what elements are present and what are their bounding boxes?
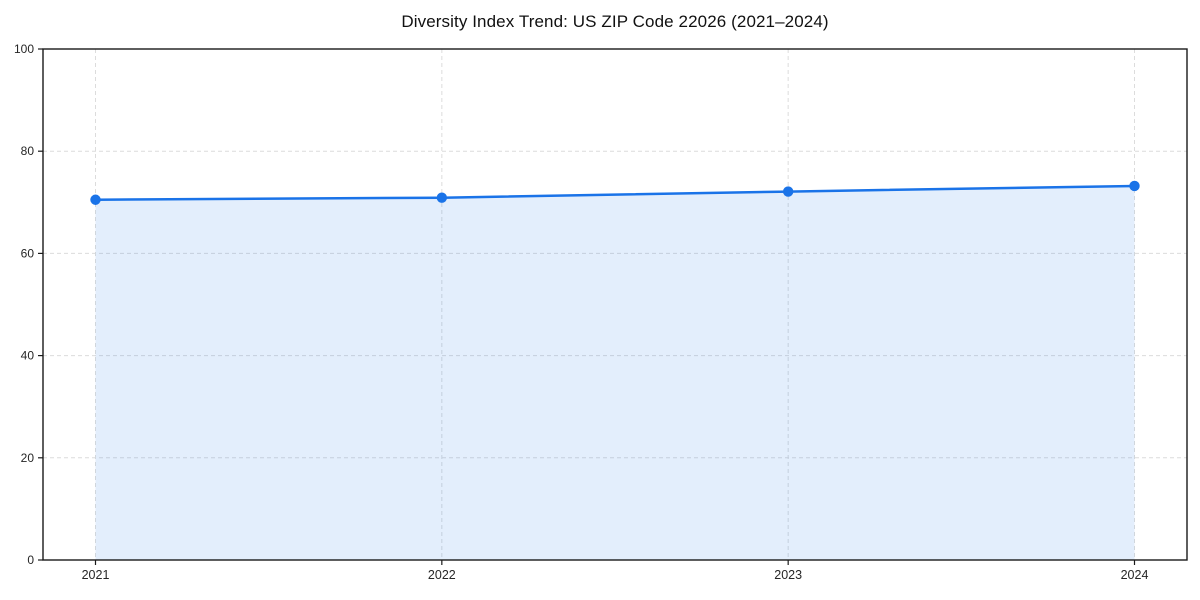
x-axis-tick-label: 2022 xyxy=(428,568,456,582)
data-point-marker xyxy=(436,192,448,203)
chart-title: Diversity Index Trend: US ZIP Code 22026… xyxy=(401,12,829,31)
y-axis-tick-label: 40 xyxy=(21,349,35,363)
plot-border xyxy=(42,48,1188,561)
y-axis-tick-label: 0 xyxy=(27,553,34,567)
y-axis-tick-label: 60 xyxy=(21,246,35,260)
x-axis-tick-label: 2024 xyxy=(1121,568,1149,582)
trend-line xyxy=(94,184,1136,201)
data-point-marker xyxy=(1129,180,1140,192)
y-axis-tick-label: 100 xyxy=(14,42,34,56)
y-axis-tick-label: 80 xyxy=(21,144,35,158)
x-axis-tick-label: 2021 xyxy=(82,568,110,582)
x-axis-tick-label: 2023 xyxy=(774,568,802,582)
y-axis-tick-label: 20 xyxy=(21,451,35,465)
plot-background xyxy=(43,49,1187,560)
data-point-marker xyxy=(782,186,794,197)
area-fill xyxy=(95,185,1135,560)
data-point-marker xyxy=(90,194,101,205)
